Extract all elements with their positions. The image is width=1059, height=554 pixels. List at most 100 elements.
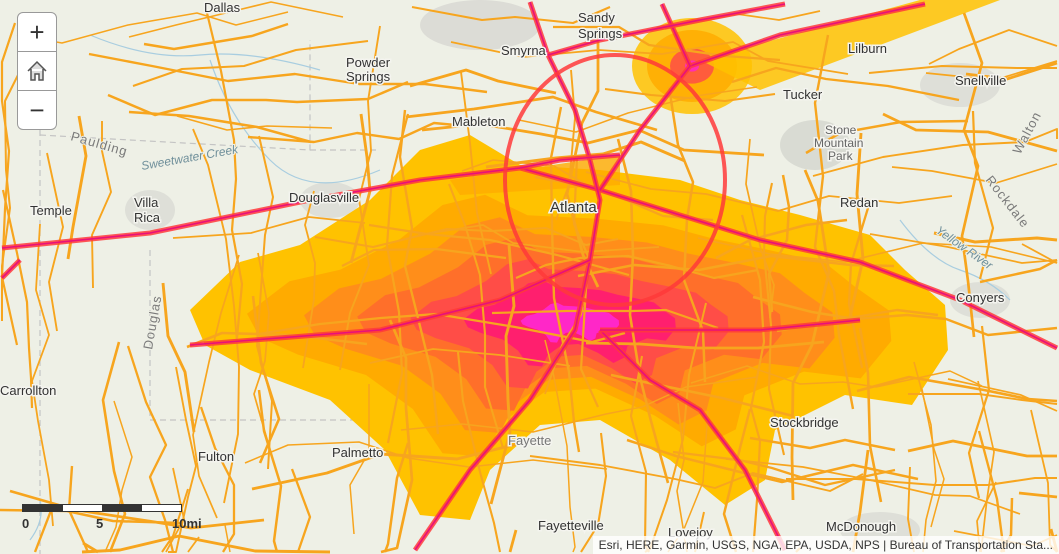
highway-core bbox=[1, 259, 21, 279]
place-label: Fulton bbox=[198, 449, 234, 464]
scale-bar: 0 5 10mi bbox=[22, 504, 202, 531]
minor-road bbox=[891, 163, 1058, 184]
minor-road bbox=[369, 348, 571, 367]
minor-road bbox=[971, 110, 995, 280]
place-label: Powder bbox=[346, 55, 391, 70]
minor-road bbox=[749, 436, 896, 452]
minor-road bbox=[186, 331, 368, 349]
minor-road bbox=[715, 218, 848, 260]
minor-road bbox=[9, 489, 265, 530]
minor-road bbox=[1018, 491, 1058, 499]
place-label: Temple bbox=[30, 203, 72, 218]
minor-road bbox=[128, 1, 344, 38]
minor-road bbox=[31, 223, 54, 527]
minor-road bbox=[805, 119, 969, 155]
minor-road bbox=[385, 113, 410, 444]
minor-road bbox=[290, 468, 312, 553]
minor-road bbox=[555, 69, 576, 221]
minor-road bbox=[529, 455, 864, 492]
scale-label: 10mi bbox=[172, 516, 202, 531]
attribution[interactable]: Esri, HERE, Garmin, USGS, NGA, EPA, USDA… bbox=[592, 536, 1059, 554]
minor-road bbox=[882, 112, 1058, 153]
scale-bar-graphic bbox=[22, 504, 182, 512]
heatmap-layer bbox=[190, 0, 1000, 520]
highway-core bbox=[600, 319, 861, 331]
minor-road bbox=[977, 430, 1006, 553]
minor-road bbox=[868, 65, 1057, 74]
place-label: Mountain bbox=[814, 136, 863, 150]
minor-road bbox=[91, 121, 112, 289]
place-label: Park bbox=[828, 149, 854, 163]
minor-road bbox=[101, 341, 127, 553]
minor-road bbox=[676, 402, 688, 553]
minor-road bbox=[812, 128, 1058, 177]
minor-road bbox=[224, 524, 231, 553]
minor-road bbox=[549, 106, 581, 453]
scale-label: 5 bbox=[96, 516, 104, 531]
minor-road bbox=[626, 438, 919, 484]
place-label: Fayette bbox=[508, 433, 551, 448]
minor-road bbox=[928, 29, 1058, 65]
minor-road bbox=[869, 233, 1058, 264]
place-label: Stockbridge bbox=[770, 415, 839, 430]
minor-road bbox=[577, 254, 895, 278]
place-label: Smyrna bbox=[501, 43, 547, 58]
minor-road bbox=[46, 152, 64, 332]
minor-road bbox=[161, 282, 196, 433]
minor-road bbox=[253, 252, 274, 461]
minor-road bbox=[690, 365, 983, 388]
zoom-out-button[interactable]: − bbox=[29, 94, 45, 125]
place-label: Snellville bbox=[955, 73, 1006, 88]
home-icon bbox=[27, 60, 47, 81]
place-label: Carrollton bbox=[0, 383, 56, 398]
place-label: Palmetto bbox=[332, 445, 383, 460]
minor-road bbox=[752, 295, 1058, 337]
minor-road bbox=[409, 68, 557, 95]
minor-road bbox=[921, 388, 945, 528]
minor-road bbox=[553, 25, 781, 62]
minor-road bbox=[257, 389, 283, 553]
zoom-in-button[interactable]: + bbox=[18, 13, 56, 52]
minor-road bbox=[192, 254, 240, 519]
highway-core bbox=[661, 3, 691, 67]
place-label: Lilburn bbox=[848, 41, 887, 56]
minor-road bbox=[88, 52, 488, 94]
minor-road bbox=[168, 366, 197, 553]
minor-road bbox=[192, 128, 240, 504]
minor-road bbox=[979, 258, 1058, 284]
minor-road bbox=[947, 378, 1058, 412]
minor-road bbox=[740, 214, 766, 553]
minor-road bbox=[813, 34, 855, 410]
minor-road bbox=[460, 71, 492, 275]
home-button[interactable] bbox=[18, 52, 56, 91]
minor-road bbox=[126, 345, 175, 553]
minor-road bbox=[933, 231, 1058, 244]
minor-road bbox=[786, 477, 1057, 486]
minor-road bbox=[104, 400, 133, 553]
minor-road bbox=[349, 113, 372, 264]
minor-road bbox=[199, 406, 236, 553]
minor-road bbox=[247, 121, 467, 144]
minor-road bbox=[731, 66, 960, 102]
minor-road bbox=[725, 458, 1021, 515]
place-label: Fayetteville bbox=[538, 518, 604, 533]
minor-road bbox=[745, 138, 775, 319]
minor-road bbox=[314, 227, 619, 248]
minor-road bbox=[515, 254, 759, 280]
minor-road bbox=[421, 122, 765, 157]
minor-road bbox=[244, 441, 608, 470]
minor-road bbox=[585, 340, 825, 350]
minor-road bbox=[908, 393, 1058, 405]
minor-road bbox=[341, 247, 507, 268]
highway-core bbox=[519, 154, 621, 169]
place-label: Rica bbox=[134, 210, 161, 225]
minor-road bbox=[1021, 243, 1058, 264]
minor-road bbox=[767, 174, 791, 313]
minor-road bbox=[400, 376, 758, 433]
minor-road bbox=[508, 529, 518, 553]
minor-road bbox=[302, 190, 316, 369]
minor-road bbox=[456, 351, 502, 553]
minor-road bbox=[697, 237, 1058, 264]
minor-road bbox=[762, 182, 786, 456]
